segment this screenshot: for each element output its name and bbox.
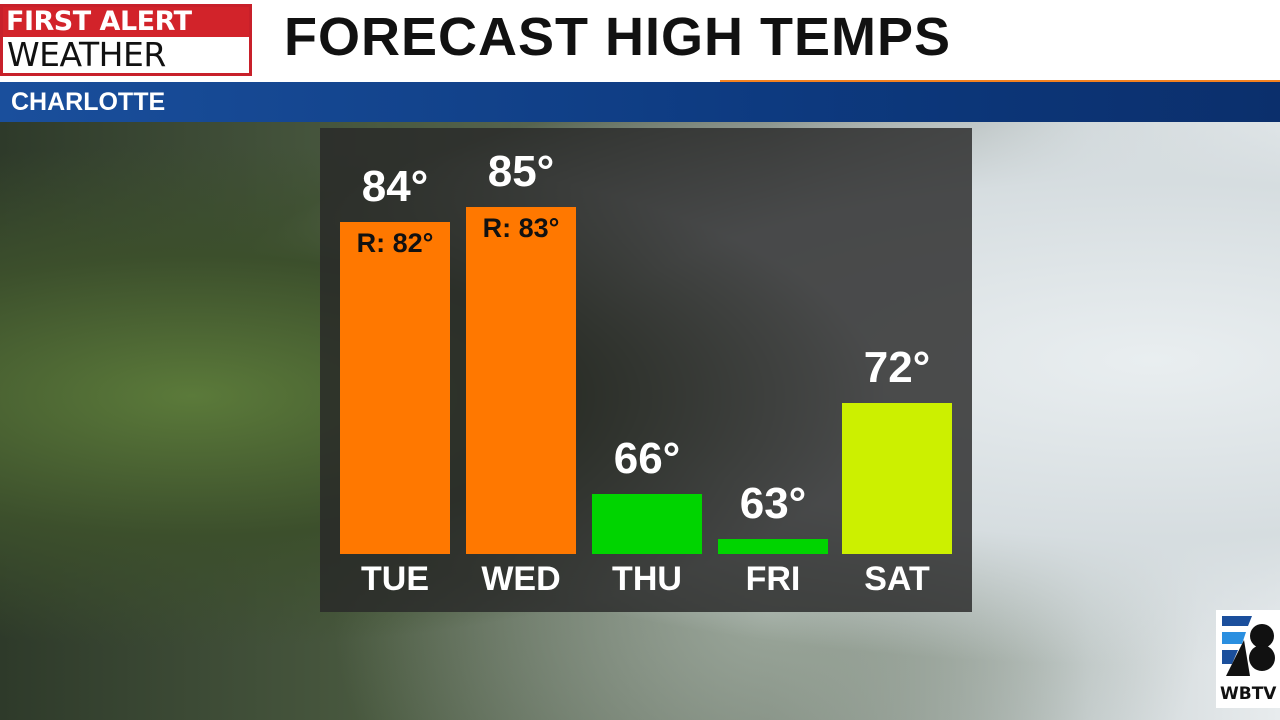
record-label: R: 82° [356,227,434,258]
value-label: 72° [863,343,931,392]
day-label: THU [612,560,682,598]
day-label: SAT [864,560,930,598]
page-title: FORECAST HIGH TEMPS [284,7,952,67]
location-band [0,82,1280,122]
logo-line2: WEATHER [7,35,166,74]
bar-wed [466,206,576,554]
day-label: TUE [361,560,429,598]
first-alert-weather-logo: FIRST ALERT WEATHER [0,4,252,76]
wbtv-logo: WBTV [1216,610,1280,708]
record-label: R: 83° [482,212,560,243]
bar-thu [592,493,702,554]
location-label: CHARLOTTE [11,88,166,116]
bar-fri [718,538,828,554]
wbtv-text: WBTV [1220,684,1277,704]
logo-line1: FIRST ALERT [3,7,249,37]
value-label: 63° [739,478,807,528]
channel-3-icon [1222,616,1275,676]
day-label: WED [481,560,561,598]
value-label: 66° [613,433,681,483]
value-label: 84° [361,161,429,211]
value-label: 85° [487,146,555,196]
bar-sat [842,403,952,554]
day-label: FRI [745,560,801,598]
bar-tue [340,221,450,554]
